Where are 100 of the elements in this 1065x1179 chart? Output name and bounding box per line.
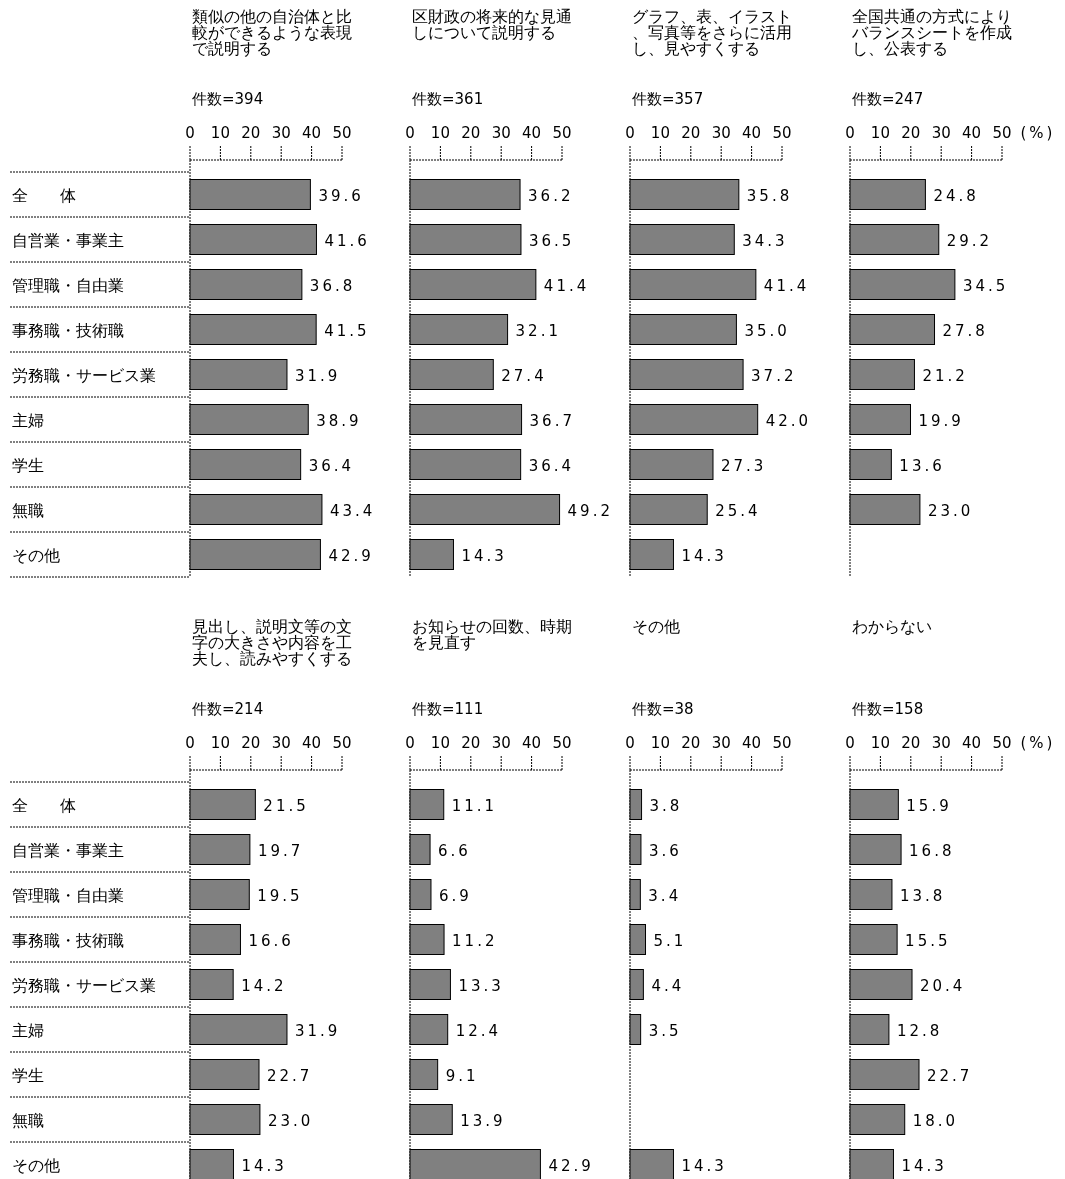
y-tick-label: 管理職・自由業	[12, 275, 124, 295]
data-label: 13.9	[460, 1111, 506, 1130]
y-tick-label: 無職	[12, 1110, 44, 1130]
data-label: 14.2	[241, 976, 287, 995]
data-label: 49.2	[567, 501, 613, 520]
x-tick-label: 10	[870, 124, 890, 142]
y-tick-label: 労務職・サービス業	[12, 365, 156, 385]
data-label: 25.4	[715, 501, 761, 520]
data-label: 36.8	[309, 276, 356, 295]
y-tick-label: 主婦	[12, 1020, 44, 1040]
x-tick-label: 10	[650, 124, 670, 142]
x-tick-label: 0	[845, 734, 855, 752]
data-label: 14.3	[461, 546, 507, 565]
y-tick-label: 学生	[12, 455, 44, 475]
data-label: 35.0	[744, 321, 790, 340]
data-label: 31.9	[294, 366, 341, 385]
text: 件数=38	[632, 700, 694, 718]
x-tick-label: 20	[461, 124, 481, 142]
data-label: 19.9	[918, 411, 964, 430]
data-label: 36.4	[528, 456, 575, 475]
x-tick-label: 0	[405, 124, 415, 142]
data-label: 13.3	[458, 976, 504, 995]
data-label: 14.3	[901, 1156, 947, 1175]
x-tick-label: 40	[302, 124, 322, 142]
data-label: 6.6	[438, 841, 471, 860]
x-tick-label: 50	[552, 734, 572, 752]
x-tick-label: 20	[901, 124, 921, 142]
data-label: 11.2	[452, 931, 498, 950]
data-label: 42.0	[765, 411, 812, 430]
x-tick-label: 20	[461, 734, 481, 752]
data-label: 6.9	[438, 886, 472, 905]
y-tick-label: 自営業・事業主	[12, 230, 124, 250]
data-label: 41.5	[324, 321, 370, 340]
x-tick-label: 50	[332, 734, 352, 752]
x-tick-label: 40	[742, 124, 762, 142]
x-tick-label: 10	[430, 124, 450, 142]
data-label: 27.3	[720, 456, 767, 475]
data-label: 36.5	[528, 231, 575, 250]
data-label: 23.0	[927, 501, 974, 520]
data-label: 21.2	[922, 366, 968, 385]
chart-title: 見出し、説明文等の文字の大きさや内容を工夫し、読みやすくする	[192, 617, 352, 668]
chart-title: その他	[632, 617, 680, 636]
y-tick-label: 労務職・サービス業	[12, 975, 156, 995]
data-label: 42.9	[328, 546, 374, 565]
data-label: 29.2	[946, 231, 993, 250]
data-label: 23.0	[267, 1111, 314, 1130]
data-label: 3.8	[649, 796, 683, 815]
x-tick-label: 0	[185, 124, 195, 142]
text: 件数=394	[192, 90, 264, 108]
x-tick-label: 0	[625, 734, 635, 752]
data-label: 11.1	[451, 796, 498, 815]
y-tick-label: 主婦	[12, 410, 44, 430]
x-tick-label: 50	[552, 124, 572, 142]
data-label: 31.9	[294, 1021, 341, 1040]
data-label: 12.4	[455, 1021, 502, 1040]
x-tick-label: 0	[845, 124, 855, 142]
chart-title: グラフ、表、イラスト、写真等をさらに活用し、見やすくする	[632, 7, 792, 58]
data-label: 3.6	[648, 841, 682, 860]
x-tick-label: 30	[931, 734, 951, 752]
y-tick-label: 学生	[12, 1065, 44, 1085]
x-tick-label: 50	[772, 124, 792, 142]
data-label: 12.8	[896, 1021, 943, 1040]
x-tick-label: 0	[625, 124, 635, 142]
x-tick-label: 30	[711, 734, 731, 752]
x-axis-title: (%)	[1020, 124, 1056, 142]
data-label: 21.5	[263, 796, 309, 815]
text: 件数=214	[192, 700, 264, 718]
y-tick-label: 全 体	[12, 795, 76, 815]
y-tick-label: 全 体	[12, 185, 76, 205]
chart-title: 類似の他の自治体と比較ができるような表現で説明する	[192, 7, 352, 58]
data-label: 15.9	[906, 796, 952, 815]
data-label: 36.2	[528, 186, 574, 205]
data-label: 39.6	[318, 186, 364, 205]
data-label: 4.4	[651, 976, 685, 995]
data-label: 41.4	[763, 276, 810, 295]
text: 件数=111	[412, 700, 484, 718]
x-tick-label: 10	[650, 734, 670, 752]
x-tick-label: 30	[271, 734, 291, 752]
data-label: 19.7	[257, 841, 304, 860]
data-label: 22.7	[927, 1066, 973, 1085]
x-tick-label: 20	[901, 734, 921, 752]
x-tick-label: 0	[185, 734, 195, 752]
x-tick-label: 40	[522, 734, 542, 752]
x-tick-label: 50	[992, 734, 1012, 752]
x-tick-label: 20	[241, 734, 261, 752]
data-label: 32.1	[515, 321, 561, 340]
x-tick-label: 50	[332, 124, 352, 142]
data-label: 41.4	[543, 276, 590, 295]
data-label: 16.8	[909, 841, 955, 860]
x-tick-label: 30	[491, 124, 511, 142]
x-tick-label: 30	[271, 124, 291, 142]
x-tick-label: 10	[870, 734, 890, 752]
data-label: 37.2	[751, 366, 797, 385]
data-label: 42.9	[548, 1156, 594, 1175]
data-label: 36.4	[308, 456, 355, 475]
data-label: 35.8	[746, 186, 793, 205]
x-tick-label: 50	[992, 124, 1012, 142]
data-label: 34.3	[742, 231, 788, 250]
x-tick-label: 30	[931, 124, 951, 142]
y-tick-label: 事務職・技術職	[12, 930, 124, 950]
